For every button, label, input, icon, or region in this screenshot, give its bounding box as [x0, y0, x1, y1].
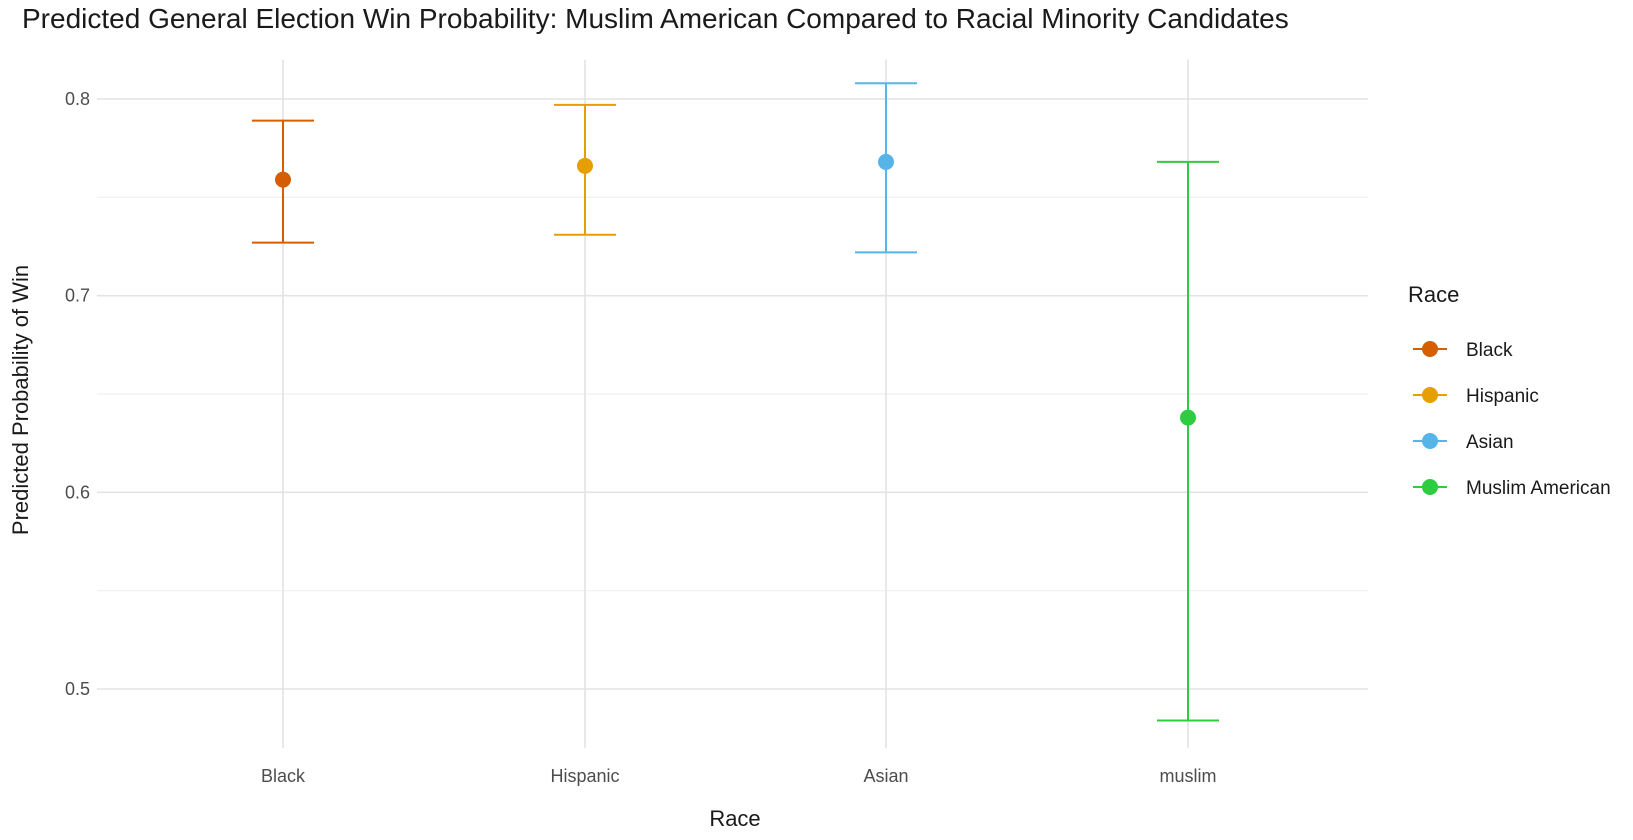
y-tick-label: 0.6 [65, 482, 90, 502]
series-Black [252, 119, 314, 244]
y-axis-ticks: 0.5 0.6 0.7 0.8 [65, 89, 90, 699]
y-axis-title: Predicted Probability of Win [8, 265, 33, 535]
y-tick-label: 0.5 [65, 679, 90, 699]
legend-key-point [1422, 433, 1438, 449]
x-tick-label: Asian [863, 766, 908, 786]
data-point [577, 157, 593, 174]
legend-entry: Asian [1413, 432, 1514, 453]
series-Asian [855, 82, 917, 254]
y-tick-label: 0.7 [65, 286, 90, 306]
plot-marks [252, 82, 1219, 722]
legend-entry: Black [1413, 340, 1513, 361]
legend-label: Black [1466, 340, 1513, 361]
x-axis-title: Race [709, 806, 760, 831]
legend-key-point [1422, 479, 1438, 495]
data-point [275, 171, 291, 188]
x-tick-label: Black [261, 766, 306, 786]
series-Hispanic [554, 103, 616, 236]
chart-title: Predicted General Election Win Probabili… [22, 3, 1289, 34]
legend-label: Asian [1466, 432, 1514, 453]
legend-entry: Muslim American [1413, 478, 1611, 499]
x-tick-label: muslim [1160, 766, 1217, 786]
data-point [878, 153, 894, 170]
x-tick-label: Hispanic [550, 766, 619, 786]
legend-title: Race [1408, 282, 1459, 307]
x-axis-ticks: Black Hispanic Asian muslim [261, 766, 1217, 786]
legend: Race Black Hispanic Asian Muslim American [1408, 282, 1611, 499]
legend-key-point [1422, 341, 1438, 357]
y-tick-label: 0.8 [65, 89, 90, 109]
data-point [1180, 409, 1196, 426]
series-muslim [1157, 160, 1219, 722]
legend-key-point [1422, 387, 1438, 403]
legend-label: Hispanic [1466, 386, 1539, 407]
legend-label: Muslim American [1466, 478, 1611, 499]
legend-entry: Hispanic [1413, 386, 1539, 407]
